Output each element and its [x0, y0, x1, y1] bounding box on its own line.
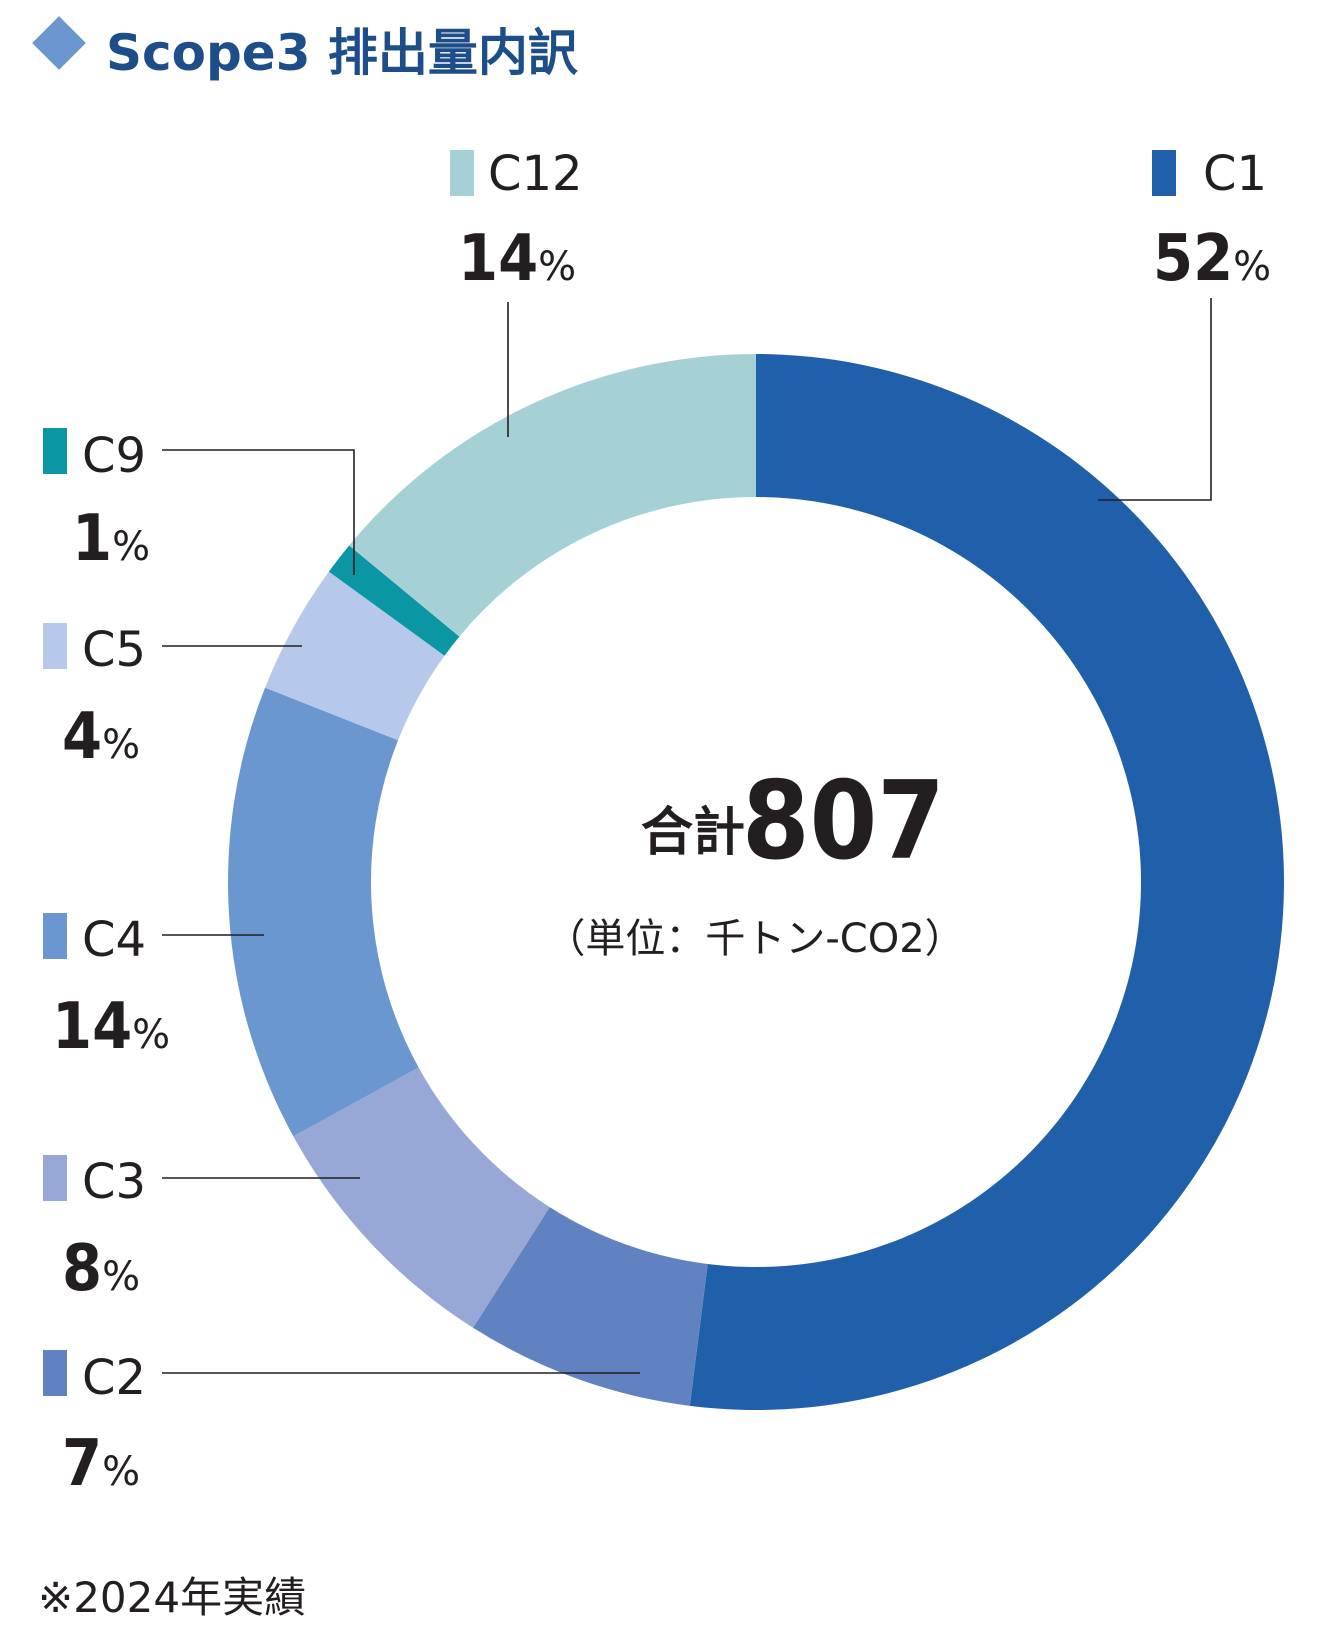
percent-label-c3: 8% [62, 1232, 140, 1306]
category-label-c1: C1 [1203, 146, 1267, 202]
leader-line-c9 [162, 449, 355, 575]
category-label-c12: C12 [488, 146, 583, 202]
donut-slice-c12 [349, 354, 756, 637]
legend-swatch-c1 [1152, 150, 1176, 196]
legend-swatch-c3 [43, 1155, 67, 1201]
category-label-c2: C2 [82, 1350, 146, 1406]
donut-slice-c1 [689, 354, 1284, 1410]
donut-slice-c2 [473, 1207, 708, 1406]
donut-chart [228, 354, 1284, 1410]
unit-label: （単位：千トン-CO2） [545, 916, 964, 962]
donut-slice-c3 [293, 1067, 550, 1328]
total-value: 807 [742, 759, 945, 884]
leader-line-c1 [1098, 298, 1212, 501]
slice-labels: C1 52% C2 7% C3 8% C4 14% C5 4% C9 1% C12 14% [43, 146, 1271, 1501]
percent-label-c5: 4% [62, 700, 140, 774]
legend-swatch-c12 [450, 150, 474, 196]
legend-swatch-c9 [43, 428, 67, 474]
percent-label-c9: 1% [72, 502, 150, 576]
legend-swatch-c4 [43, 913, 67, 959]
footnote: ※2024年実績 [38, 1573, 306, 1622]
title-diamond-icon [32, 16, 86, 70]
total-label: 合計 [641, 803, 745, 863]
legend-swatch-c5 [43, 623, 67, 669]
donut-slice-c5 [265, 571, 445, 741]
donut-slice-c9 [328, 545, 460, 656]
percent-label-c1: 52% [1153, 222, 1271, 296]
percent-label-c2: 7% [62, 1427, 140, 1501]
category-label-c9: C9 [82, 428, 146, 484]
percent-label-c4: 14% [52, 990, 170, 1064]
percent-label-c12: 14% [458, 222, 576, 296]
donut-slice-c4 [228, 687, 419, 1137]
chart-title: Scope3 排出量内訳 [106, 24, 578, 82]
category-label-c5: C5 [82, 622, 146, 678]
legend-swatch-c2 [43, 1350, 67, 1396]
category-label-c3: C3 [82, 1154, 146, 1210]
category-label-c4: C4 [82, 912, 146, 968]
leader-lines [162, 298, 1212, 1374]
